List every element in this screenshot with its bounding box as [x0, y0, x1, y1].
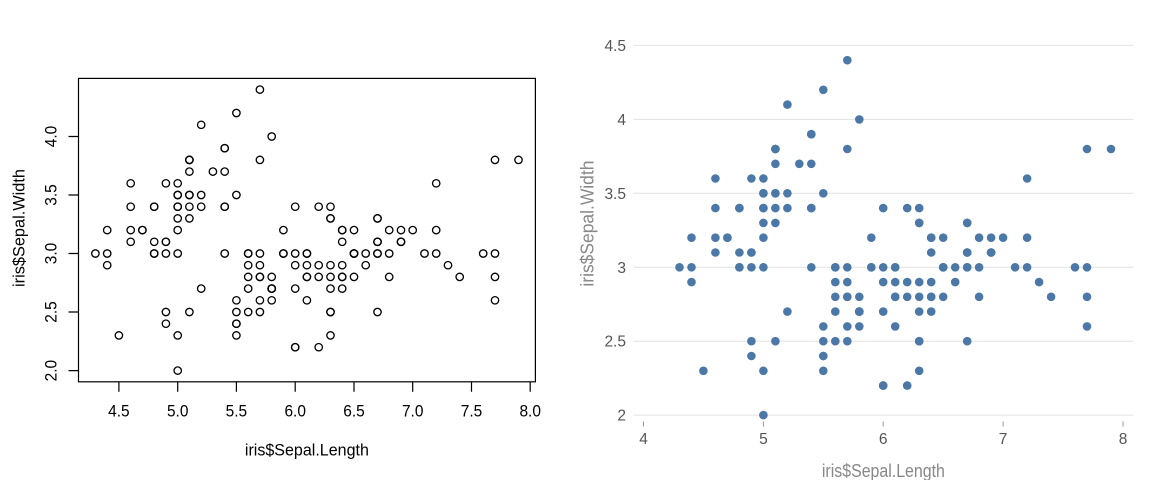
svg-text:8.0: 8.0	[519, 402, 541, 420]
svg-text:3: 3	[617, 260, 626, 277]
svg-text:4.5: 4.5	[604, 38, 626, 55]
svg-text:iris$Sepal.Length: iris$Sepal.Length	[822, 461, 945, 480]
svg-text:5: 5	[759, 431, 768, 448]
svg-text:6.5: 6.5	[343, 402, 365, 420]
svg-text:3.5: 3.5	[604, 186, 626, 203]
svg-text:7.5: 7.5	[461, 402, 483, 420]
svg-text:7: 7	[999, 431, 1008, 448]
svg-text:2.0: 2.0	[42, 360, 60, 382]
svg-text:4: 4	[639, 431, 648, 448]
svg-text:4.5: 4.5	[108, 402, 130, 420]
svg-text:iris$Sepal.Width: iris$Sepal.Width	[10, 169, 29, 287]
svg-text:5.0: 5.0	[167, 402, 189, 420]
svg-text:6.0: 6.0	[284, 402, 306, 420]
svg-text:2.5: 2.5	[604, 334, 626, 351]
svg-text:7.0: 7.0	[402, 402, 424, 420]
svg-text:5.5: 5.5	[226, 402, 248, 420]
svg-text:4: 4	[617, 112, 626, 129]
svg-text:iris$Sepal.Length: iris$Sepal.Length	[245, 440, 369, 459]
svg-text:8: 8	[1119, 431, 1128, 448]
svg-text:3.5: 3.5	[42, 184, 60, 206]
svg-text:iris$Sepal.Width: iris$Sepal.Width	[578, 161, 598, 287]
svg-text:6: 6	[879, 431, 888, 448]
svg-text:3.0: 3.0	[42, 243, 60, 265]
svg-text:2.5: 2.5	[42, 301, 60, 323]
svg-text:2: 2	[617, 408, 626, 425]
svg-text:4.0: 4.0	[42, 126, 60, 148]
